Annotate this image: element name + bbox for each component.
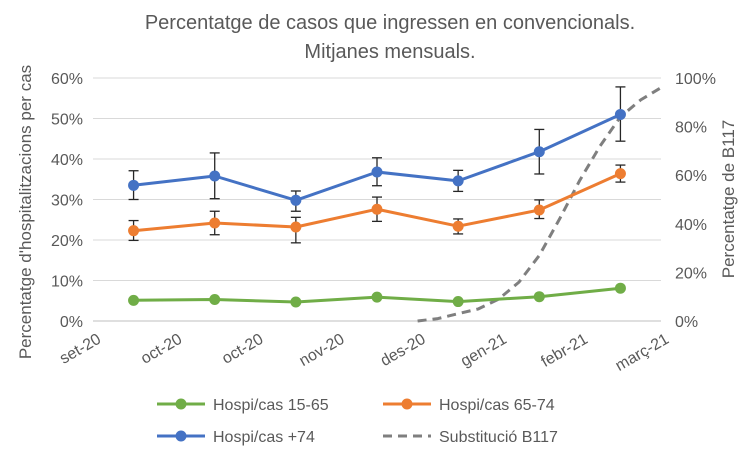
y-tick-label-right: 40%: [675, 217, 707, 234]
x-tick-label: gen-21: [458, 331, 510, 371]
data-point: [452, 220, 464, 232]
legend-label: Hospi/cas +74: [213, 429, 315, 446]
data-point: [290, 221, 302, 233]
data-point: [371, 203, 383, 215]
y-tick-label-right: 0%: [675, 314, 698, 331]
x-tick-label: febr-21: [538, 331, 590, 371]
data-point: [371, 291, 383, 303]
data-point: [614, 168, 626, 180]
y-axis-label-left: Percentatge d'hospitalitzacions per cas: [16, 65, 35, 359]
y-tick-label-right: 60%: [675, 168, 707, 185]
y-tick-label-left: 50%: [51, 112, 83, 129]
y-tick-label-right: 80%: [675, 120, 707, 137]
data-point: [209, 170, 221, 182]
data-point: [533, 291, 545, 303]
y-tick-label-left: 10%: [51, 274, 83, 291]
data-point: [452, 175, 464, 187]
series-1: [128, 164, 626, 244]
y-tick-label-left: 0%: [60, 314, 83, 331]
data-point: [614, 108, 626, 120]
y-tick-label-left: 60%: [51, 71, 83, 88]
legend-item: Hospi/cas 65-74: [383, 397, 555, 414]
x-tick-label: oct-20: [219, 331, 266, 368]
data-point: [128, 294, 140, 306]
legend-label: Substitució B117: [439, 429, 558, 446]
x-tick-label: nov-20: [297, 331, 348, 370]
legend-item: Substitució B117: [383, 429, 558, 446]
legend-item: Hospi/cas 15-65: [157, 397, 329, 414]
series-0: [128, 282, 626, 308]
y-tick-label-right: 100%: [675, 71, 716, 88]
legend-item: Hospi/cas +74: [157, 429, 315, 446]
data-point: [209, 294, 221, 306]
data-point: [452, 296, 464, 308]
data-point: [614, 282, 626, 294]
legend-marker: [175, 398, 187, 410]
legend: Hospi/cas 15-65 Hospi/cas 65-74 Hospi/cas …: [157, 397, 558, 446]
x-tick-label: març-21: [613, 331, 672, 375]
x-tick-label: set-20: [57, 331, 104, 368]
data-point: [533, 204, 545, 216]
y-tick-label-left: 30%: [51, 193, 83, 210]
data-point: [209, 217, 221, 229]
data-point: [128, 179, 140, 191]
chart-title-line-1: Percentatge de casos que ingressen en co…: [145, 12, 635, 34]
right-axis-ticks: 0% 20% 40% 60% 80% 100%: [675, 71, 716, 331]
chart-title-line-2: Mitjanes mensuals.: [304, 41, 475, 63]
y-tick-label-right: 20%: [675, 265, 707, 282]
legend-label: Hospi/cas 15-65: [213, 397, 329, 414]
legend-label: Hospi/cas 65-74: [439, 397, 555, 414]
data-point: [371, 166, 383, 178]
data-point: [290, 296, 302, 308]
x-axis-ticks: set-20 oct-20 oct-20 nov-20 des-20 gen-21 febr…: [57, 331, 672, 375]
y-axis-label-right: Percentatge de B117: [719, 120, 738, 278]
data-point: [128, 225, 140, 237]
x-tick-label: oct-20: [138, 331, 185, 368]
x-tick-label: des-20: [378, 331, 429, 370]
series-layer: [128, 86, 662, 323]
y-tick-label-left: 40%: [51, 152, 83, 169]
series-2: [128, 86, 626, 212]
data-point: [533, 146, 545, 158]
left-axis-ticks: 0% 10% 20% 30% 40% 50% 60%: [51, 71, 83, 331]
data-point: [290, 194, 302, 206]
legend-marker: [175, 430, 187, 442]
y-tick-label-left: 20%: [51, 233, 83, 250]
legend-marker: [401, 398, 413, 410]
